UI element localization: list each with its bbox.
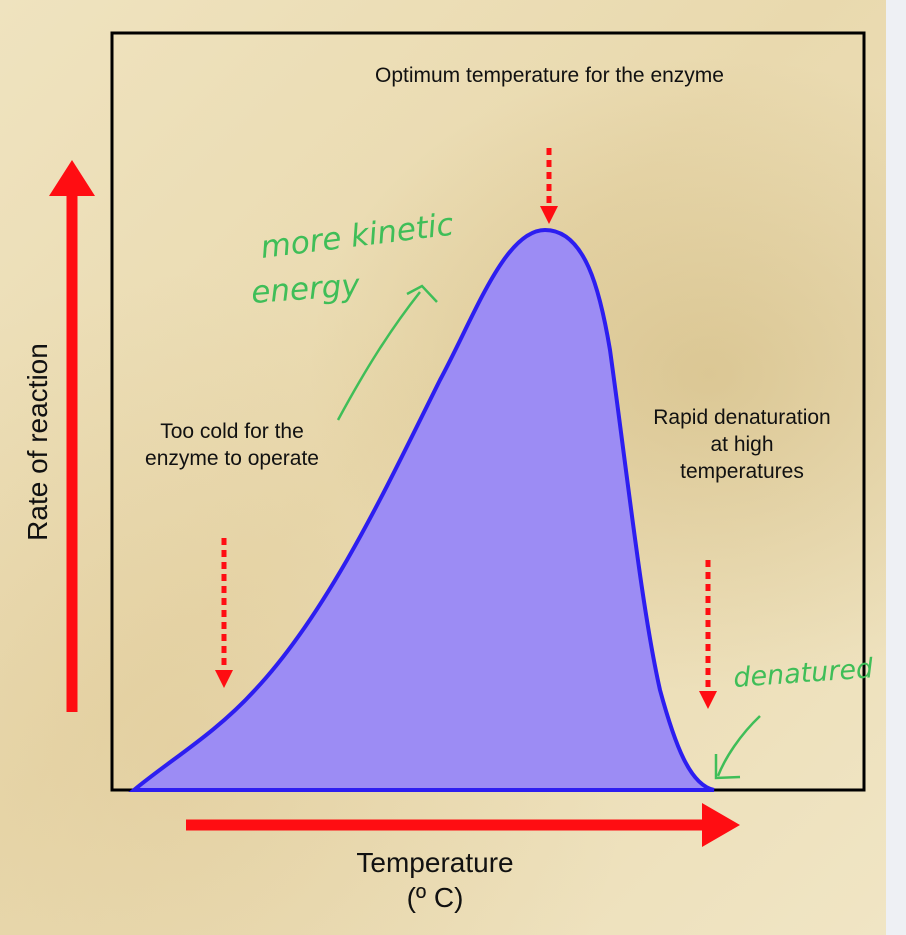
handwritten-arrow-denatured (716, 715, 761, 777)
x-axis-title-line-1: Temperature (356, 847, 514, 878)
handwritten-arrow-kinetic (336, 291, 421, 421)
optimum-temperature-label: Optimum temperature for the enzyme (375, 64, 724, 87)
cold-pointer-head (215, 670, 233, 688)
handwritten-denatured: denatured (732, 653, 875, 694)
handwritten-arrow-kinetic-head (406, 284, 438, 303)
x-axis-arrow-head (702, 803, 740, 847)
handwritten-energy: energy (250, 267, 361, 311)
x-axis-title-line-2: (º C) (406, 882, 464, 913)
rapid-denaturation-label: Rapid denaturation at high temperatures (653, 406, 831, 483)
denaturation-pointer-head (699, 691, 717, 709)
rate-curve-area (128, 227, 715, 792)
too-cold-label: Too cold for the enzyme to operate (145, 420, 319, 470)
optimum-pointer-head (540, 206, 558, 224)
handwritten-more-kinetic: more kinetic (259, 207, 456, 266)
y-axis-title: Rate of reaction (22, 343, 53, 541)
y-axis-arrow-head (49, 160, 95, 196)
scrollbar-track[interactable] (886, 0, 906, 935)
handwritten-arrow-denatured-head (714, 754, 741, 780)
